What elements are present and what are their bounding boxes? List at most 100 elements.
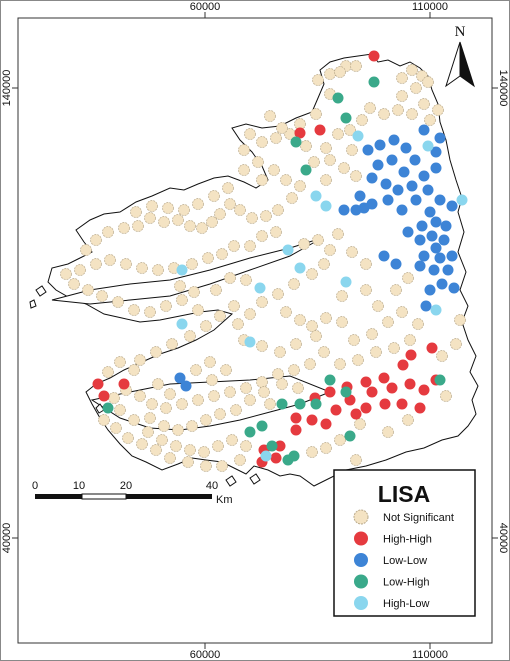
point-ns (214, 310, 226, 322)
point-ns (142, 426, 154, 438)
point-ns (320, 312, 332, 324)
point-lh (266, 440, 278, 452)
point-ns (306, 320, 318, 332)
point-ns (238, 164, 250, 176)
point-ns (320, 174, 332, 186)
point-ns (402, 272, 414, 284)
point-ns (204, 356, 216, 368)
point-ns (294, 180, 306, 192)
point-ll (434, 194, 446, 206)
point-ns (412, 318, 424, 330)
point-ll (434, 252, 446, 264)
point-lh (102, 402, 114, 414)
point-ll (430, 242, 442, 254)
point-ns (144, 306, 156, 318)
point-ns (288, 278, 300, 290)
point-ns (162, 202, 174, 214)
point-ns (172, 214, 184, 226)
point-ns (360, 258, 372, 270)
point-ll (428, 264, 440, 276)
point-ns (68, 278, 80, 290)
point-ns (120, 258, 132, 270)
point-ns (192, 304, 204, 316)
point-ns (306, 268, 318, 280)
point-ns (110, 422, 122, 434)
point-hh (314, 124, 326, 136)
point-ns (104, 254, 116, 266)
point-ns (186, 258, 198, 270)
scale-tick-0: 0 (32, 480, 38, 492)
point-ll (436, 278, 448, 290)
legend-label-hh: High-High (383, 534, 432, 546)
point-ns (440, 390, 452, 402)
point-hh (386, 382, 398, 394)
point-ns (240, 440, 252, 452)
point-ns (256, 174, 268, 186)
point-ns (292, 382, 304, 394)
point-hh (360, 402, 372, 414)
point-ns (184, 330, 196, 342)
legend-swatch-ns (353, 509, 369, 525)
point-ns (272, 204, 284, 216)
point-hh (404, 378, 416, 390)
point-lh (294, 398, 306, 410)
point-ns (356, 114, 368, 126)
scale-unit: Km (216, 494, 233, 506)
point-ns (192, 394, 204, 406)
point-ll (416, 220, 428, 232)
point-ns (128, 364, 140, 376)
point-ns (114, 356, 126, 368)
point-ns (214, 208, 226, 220)
point-ns (382, 426, 394, 438)
point-ns (208, 390, 220, 402)
point-ll (390, 258, 402, 270)
point-ns (366, 328, 378, 340)
point-ns (212, 440, 224, 452)
point-hh (418, 384, 430, 396)
point-lh (368, 76, 380, 88)
point-ns (396, 72, 408, 84)
point-ns (228, 300, 240, 312)
north-arrow: N (445, 24, 475, 88)
land-outline (47, 53, 479, 487)
point-lh (276, 398, 288, 410)
point-ns (240, 274, 252, 286)
point-ns (370, 346, 382, 358)
point-hl (320, 200, 332, 212)
point-ns (388, 342, 400, 354)
point-ns (300, 140, 312, 152)
point-ns (350, 170, 362, 182)
legend-title: LISA (378, 481, 430, 507)
y-tick-left-140000: 140000 (1, 70, 13, 107)
point-lh (300, 164, 312, 176)
point-ns (268, 164, 280, 176)
point-hh (320, 418, 332, 430)
point-ns (320, 142, 332, 154)
point-ns (308, 156, 320, 168)
point-hl (254, 282, 266, 294)
point-ns (324, 154, 336, 166)
point-ns (338, 162, 350, 174)
point-ns (144, 212, 156, 224)
point-ns (158, 420, 170, 432)
point-ns (392, 104, 404, 116)
point-ll (400, 142, 412, 154)
point-ll (418, 250, 430, 262)
point-hh (405, 349, 417, 361)
point-ns (224, 386, 236, 398)
point-ns (102, 366, 114, 378)
point-hh (274, 440, 286, 452)
point-ns (320, 442, 332, 454)
point-ns (206, 216, 218, 228)
point-ns (186, 420, 198, 432)
point-ns (244, 308, 256, 320)
point-ns (348, 334, 360, 346)
point-ns (256, 230, 268, 242)
point-ns (280, 306, 292, 318)
point-ns (166, 338, 178, 350)
point-ns (450, 338, 462, 350)
point-ns (290, 338, 302, 350)
point-ns (264, 110, 276, 122)
point-ll (418, 124, 430, 136)
point-ns (404, 334, 416, 346)
